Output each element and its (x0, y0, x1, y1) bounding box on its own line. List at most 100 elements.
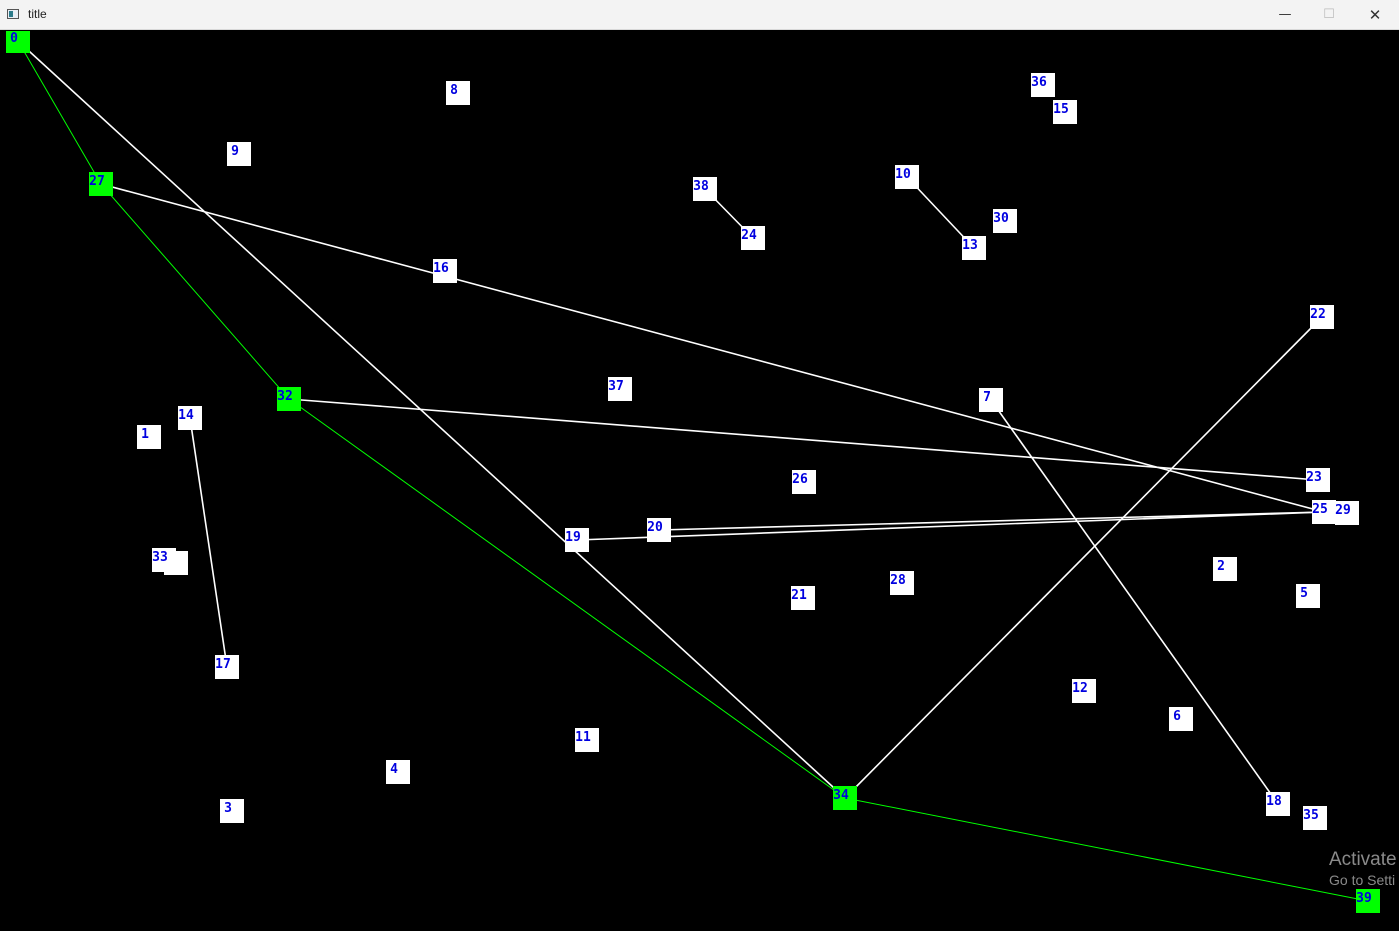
graph-node-1[interactable]: 1 (137, 425, 161, 449)
node-box (993, 209, 1017, 233)
nodes-layer: 0112345678910111213141516171819202122232… (6, 31, 1380, 913)
node-box (1312, 500, 1336, 524)
node-box (1306, 468, 1330, 492)
graph-node-6[interactable]: 6 (1169, 707, 1193, 731)
node-label: 2 (1217, 559, 1225, 574)
graph-node-18[interactable]: 18 (1266, 792, 1290, 816)
node-box (1335, 501, 1359, 525)
node-box (575, 728, 599, 752)
node-label: 1 (141, 427, 149, 442)
node-box (647, 518, 671, 542)
graph-node-9[interactable]: 9 (227, 142, 251, 166)
graph-node-29[interactable]: 29 (1335, 501, 1359, 525)
graph-node-34[interactable]: 34 (833, 786, 857, 810)
graph-node-33[interactable]: 33 (152, 548, 176, 572)
node-box (386, 760, 410, 784)
graph-node-21[interactable]: 21 (791, 586, 815, 610)
node-label: 24 (741, 228, 757, 243)
graph-node-19[interactable]: 19 (565, 528, 589, 552)
graph-svg: 0112345678910111213141516171819202122232… (6, 31, 1380, 913)
node-box (791, 586, 815, 610)
node-label: 26 (792, 472, 808, 487)
node-box (89, 172, 113, 196)
minimize-button[interactable]: — (1278, 7, 1292, 22)
maximize-button[interactable]: ☐ (1323, 7, 1335, 22)
graph-node-25[interactable]: 25 (1312, 500, 1336, 524)
node-label: 37 (608, 379, 624, 394)
graph-edge (17, 40, 846, 799)
node-box (178, 406, 202, 430)
edges-layer (17, 40, 1369, 902)
graph-node-37[interactable]: 37 (608, 377, 632, 401)
graph-node-36[interactable]: 36 (1031, 73, 1055, 97)
graph-node-14[interactable]: 14 (178, 406, 202, 430)
node-box (215, 655, 239, 679)
graph-node-0[interactable]: 0 (6, 31, 30, 53)
node-label: 4 (390, 762, 398, 777)
close-button[interactable]: ✕ (1368, 6, 1382, 24)
node-box (1213, 557, 1237, 581)
node-label: 18 (1266, 794, 1282, 809)
node-label: 32 (277, 389, 293, 404)
node-box (137, 425, 161, 449)
graph-node-38[interactable]: 38 (693, 177, 717, 201)
graph-node-2[interactable]: 2 (1213, 557, 1237, 581)
graph-node-32[interactable]: 32 (277, 387, 301, 411)
node-label: 0 (10, 31, 18, 46)
graph-canvas[interactable]: 0112345678910111213141516171819202122232… (0, 31, 1399, 931)
graph-node-17[interactable]: 17 (215, 655, 239, 679)
graph-node-27[interactable]: 27 (89, 172, 113, 196)
node-label: 5 (1300, 586, 1308, 601)
node-label: 8 (450, 83, 458, 98)
node-box (792, 470, 816, 494)
graph-node-12[interactable]: 12 (1072, 679, 1096, 703)
node-label: 35 (1303, 808, 1319, 823)
graph-node-30[interactable]: 30 (993, 209, 1017, 233)
graph-node-20[interactable]: 20 (647, 518, 671, 542)
graph-edge (189, 417, 228, 668)
node-box (227, 142, 251, 166)
graph-node-11[interactable]: 11 (575, 728, 599, 752)
node-label: 10 (895, 167, 911, 182)
graph-node-39[interactable]: 39 (1356, 889, 1380, 913)
node-label: 25 (1312, 502, 1328, 517)
node-label: 3 (224, 801, 232, 816)
node-label: 39 (1356, 891, 1372, 906)
graph-node-8[interactable]: 8 (446, 81, 470, 105)
graph-edge (658, 511, 1325, 531)
path-edge (100, 183, 290, 400)
graph-node-16[interactable]: 16 (433, 259, 457, 283)
node-box (220, 799, 244, 823)
graph-node-15[interactable]: 15 (1053, 100, 1077, 124)
node-box (6, 31, 30, 53)
graph-node-10[interactable]: 10 (895, 165, 919, 189)
path-edge (17, 40, 102, 185)
activation-watermark: Activate Go to Setti (1329, 849, 1399, 888)
graph-node-23[interactable]: 23 (1306, 468, 1330, 492)
graph-node-26[interactable]: 26 (792, 470, 816, 494)
graph-node-4[interactable]: 4 (386, 760, 410, 784)
graph-edge (100, 183, 1325, 513)
node-label: 36 (1031, 75, 1047, 90)
graph-node-13[interactable]: 13 (962, 236, 986, 260)
node-label: 27 (89, 174, 105, 189)
graph-node-28[interactable]: 28 (890, 571, 914, 595)
node-box (693, 177, 717, 201)
node-label: 30 (993, 211, 1009, 226)
node-box (446, 81, 470, 105)
node-label: 7 (983, 390, 991, 405)
node-box (1031, 73, 1055, 97)
node-box (962, 236, 986, 260)
graph-node-3[interactable]: 3 (220, 799, 244, 823)
node-label: 17 (215, 657, 231, 672)
node-label: 19 (565, 530, 581, 545)
graph-node-7[interactable]: 7 (979, 388, 1003, 412)
graph-node-5[interactable]: 5 (1296, 584, 1320, 608)
graph-node-24[interactable]: 24 (741, 226, 765, 250)
node-label: 33 (152, 550, 168, 565)
graph-node-22[interactable]: 22 (1310, 305, 1334, 329)
node-label: 22 (1310, 307, 1326, 322)
node-box (979, 388, 1003, 412)
graph-node-35[interactable]: 35 (1303, 806, 1327, 830)
window-titlebar[interactable]: title — ☐ ✕ (0, 0, 1399, 30)
